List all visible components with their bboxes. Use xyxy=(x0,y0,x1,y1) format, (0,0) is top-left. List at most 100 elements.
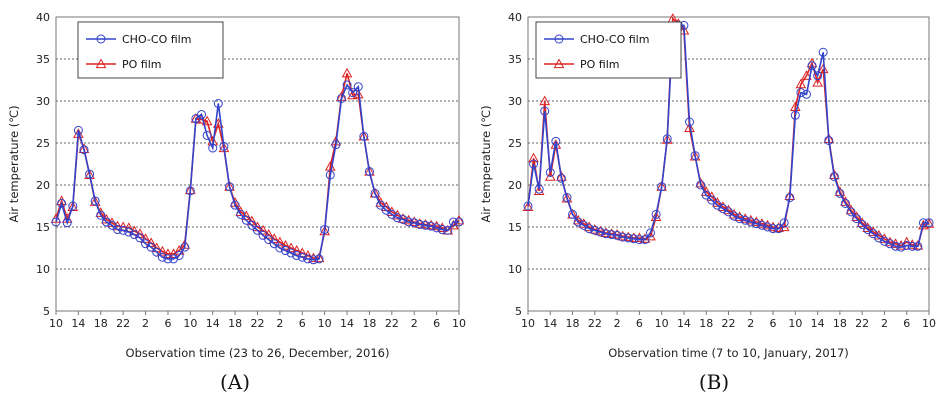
data-point-po xyxy=(431,220,442,231)
data-point-po xyxy=(650,211,662,222)
x-tick-label: 22 xyxy=(855,317,869,330)
data-point-cho-co xyxy=(73,125,83,135)
x-tick-label: 10 xyxy=(922,317,936,330)
data-point-cho-co xyxy=(219,141,229,151)
data-point-cho-co xyxy=(612,230,622,240)
y-tick-label: 5 xyxy=(43,305,50,318)
data-point-cho-co xyxy=(924,218,934,228)
data-point-cho-co xyxy=(796,88,806,98)
data-point-cho-co xyxy=(696,180,706,190)
y-tick-label: 35 xyxy=(36,53,50,66)
series-line-cho-co xyxy=(527,24,929,249)
data-point-cho-co xyxy=(359,131,369,141)
data-point-cho-co xyxy=(584,224,594,234)
data-point-cho-co xyxy=(286,248,296,258)
x-tick-label: 10 xyxy=(655,317,669,330)
data-point-cho-co xyxy=(448,217,458,227)
data-point-cho-co xyxy=(426,221,436,231)
data-point-cho-co xyxy=(634,235,644,245)
data-point-cho-co xyxy=(57,198,67,208)
data-point-po xyxy=(739,213,751,223)
y-tick-label: 10 xyxy=(508,263,522,276)
data-point-po xyxy=(762,219,773,230)
legend-box xyxy=(77,21,224,79)
y-tick-label: 5 xyxy=(515,305,522,318)
data-point-po xyxy=(257,224,269,235)
x-tick-label: 14 xyxy=(71,317,85,330)
data-point-cho-co xyxy=(757,220,767,230)
data-point-po xyxy=(834,186,846,196)
data-point-cho-co xyxy=(370,188,380,198)
data-point-cho-co xyxy=(297,252,307,262)
x-tick-label: 2 xyxy=(881,317,888,330)
data-point-cho-co xyxy=(202,130,212,140)
legend-label-cho-co: CHO-CO film xyxy=(580,33,649,46)
data-point-cho-co xyxy=(180,242,190,252)
data-point-cho-co xyxy=(208,143,218,153)
data-point-cho-co xyxy=(556,173,566,183)
data-point-cho-co xyxy=(562,193,572,203)
data-point-cho-co xyxy=(420,220,430,230)
data-point-cho-co xyxy=(918,218,928,228)
x-tick-label: 22 xyxy=(722,317,736,330)
data-point-po xyxy=(263,229,275,239)
data-point-cho-co xyxy=(292,251,302,261)
data-point-po xyxy=(156,245,168,256)
data-point-cho-co xyxy=(779,218,789,228)
x-tick-label: 14 xyxy=(677,317,691,330)
legend-label-po: PO film xyxy=(122,58,162,71)
x-tick-label: 18 xyxy=(228,317,242,330)
data-point-cho-co xyxy=(146,242,156,252)
data-point-cho-co xyxy=(85,169,95,179)
data-point-cho-co xyxy=(409,218,419,228)
y-tick-label: 20 xyxy=(36,179,50,192)
data-point-cho-co xyxy=(595,227,605,237)
x-tick-label: 10 xyxy=(521,317,535,330)
data-point-cho-co xyxy=(331,140,341,150)
data-point-po xyxy=(140,233,151,243)
caption-a: (A) xyxy=(219,370,251,394)
data-point-cho-co xyxy=(230,200,240,210)
chart-panel-b: 5 10 15 20 25 30 35 40 10 14 18 22 2 6 10 14 18 22 2 6 10 14 1… xyxy=(472,0,944,401)
chart-panel-a: 5 10 15 20 25 30 35 40 10 14 18 22 2 6 10 14 18 22 2 6 10 14 1… xyxy=(7,11,466,394)
y-tick-label: 25 xyxy=(36,137,50,150)
data-point-cho-co xyxy=(79,145,89,155)
data-point-cho-co xyxy=(124,227,134,237)
data-point-cho-co xyxy=(152,247,162,257)
x-tick-label: 18 xyxy=(699,317,713,330)
data-point-cho-co xyxy=(529,159,539,169)
data-point-cho-co xyxy=(857,219,867,229)
data-point-cho-co xyxy=(829,172,839,182)
data-point-cho-co xyxy=(751,219,761,229)
x-tick-label: 14 xyxy=(340,317,354,330)
data-point-po xyxy=(550,139,562,149)
y-tick-label: 30 xyxy=(36,95,50,108)
data-point-po xyxy=(750,216,762,227)
data-point-cho-co xyxy=(534,184,544,194)
x-axis-title: Observation time (7 to 10, January, 2017… xyxy=(608,346,849,360)
data-point-cho-co xyxy=(392,213,402,223)
data-point-cho-co xyxy=(729,211,739,221)
data-point-po xyxy=(684,122,695,132)
data-point-cho-co xyxy=(236,209,246,219)
y-axis-title: Air temperature (℃) xyxy=(7,105,21,222)
data-point-cho-co xyxy=(840,198,850,208)
data-point-cho-co xyxy=(96,210,106,220)
y-tick-label: 15 xyxy=(36,221,50,234)
data-point-cho-co xyxy=(253,225,262,235)
data-point-cho-co xyxy=(601,229,611,239)
data-point-cho-co xyxy=(325,170,335,180)
x-tick-label: 2 xyxy=(614,317,621,330)
data-point-cho-co xyxy=(280,246,290,256)
data-point-po xyxy=(196,113,207,124)
y-tick-label: 30 xyxy=(508,95,522,108)
data-point-cho-co xyxy=(774,224,784,234)
data-point-cho-co xyxy=(432,223,442,233)
data-point-cho-co xyxy=(690,151,700,161)
data-point-po xyxy=(817,63,829,74)
data-point-po xyxy=(308,252,319,263)
series-line-po xyxy=(55,73,460,259)
x-tick-label: 18 xyxy=(566,317,580,330)
data-point-cho-co xyxy=(163,254,173,264)
